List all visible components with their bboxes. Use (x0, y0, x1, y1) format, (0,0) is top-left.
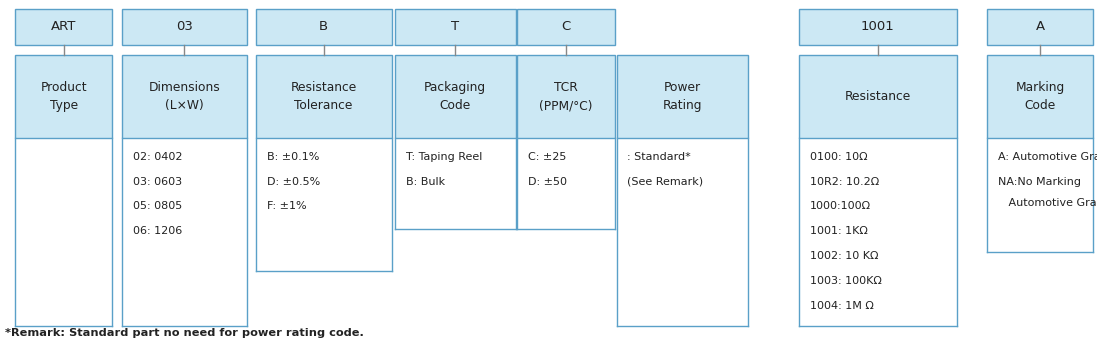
Text: *Remark: Standard part no need for power rating code.: *Remark: Standard part no need for power… (5, 328, 364, 338)
Text: 03: 03 (176, 20, 193, 33)
FancyBboxPatch shape (15, 9, 112, 45)
Text: 06: 1206: 06: 1206 (133, 226, 182, 236)
Text: D: ±0.5%: D: ±0.5% (267, 177, 320, 187)
Text: (See Remark): (See Remark) (627, 177, 703, 187)
FancyBboxPatch shape (799, 9, 957, 45)
Text: 1003: 100KΩ: 1003: 100KΩ (810, 276, 882, 286)
Text: 1004: 1M Ω: 1004: 1M Ω (810, 301, 873, 311)
Text: Packaging
Code: Packaging Code (425, 81, 486, 112)
Text: A: A (1036, 20, 1044, 33)
Text: B: Bulk: B: Bulk (406, 177, 445, 187)
Text: NA:No Marking: NA:No Marking (998, 177, 1082, 187)
Text: Resistance: Resistance (845, 90, 911, 103)
Text: T: Taping Reel: T: Taping Reel (406, 152, 483, 162)
Text: A: Automotive Grade: A: Automotive Grade (998, 152, 1097, 162)
FancyBboxPatch shape (517, 55, 615, 138)
Text: D: ±50: D: ±50 (528, 177, 567, 187)
Text: Automotive Grade: Automotive Grade (998, 198, 1097, 208)
Text: T: T (451, 20, 460, 33)
Text: 03: 0603: 03: 0603 (133, 177, 182, 187)
Text: 1001: 1KΩ: 1001: 1KΩ (810, 226, 868, 236)
Text: : Standard*: : Standard* (627, 152, 691, 162)
FancyBboxPatch shape (395, 9, 516, 45)
Text: 1002: 10 KΩ: 1002: 10 KΩ (810, 251, 878, 261)
Text: TCR
(PPM/°C): TCR (PPM/°C) (540, 81, 592, 112)
Text: B: ±0.1%: B: ±0.1% (267, 152, 319, 162)
FancyBboxPatch shape (122, 55, 247, 138)
Text: 0100: 10Ω: 0100: 10Ω (810, 152, 868, 162)
FancyBboxPatch shape (256, 55, 392, 138)
FancyBboxPatch shape (256, 9, 392, 45)
FancyBboxPatch shape (617, 55, 748, 138)
FancyBboxPatch shape (987, 55, 1093, 138)
Text: ART: ART (50, 20, 77, 33)
Text: Product
Type: Product Type (41, 81, 87, 112)
Text: Marking
Code: Marking Code (1016, 81, 1064, 112)
Text: F: ±1%: F: ±1% (267, 201, 306, 211)
Text: C: C (562, 20, 570, 33)
Text: Dimensions
(L×W): Dimensions (L×W) (148, 81, 220, 112)
Text: 10R2: 10.2Ω: 10R2: 10.2Ω (810, 177, 879, 187)
FancyBboxPatch shape (15, 55, 112, 138)
FancyBboxPatch shape (987, 9, 1093, 45)
Text: B: B (319, 20, 328, 33)
Text: 05: 0805: 05: 0805 (133, 201, 182, 211)
FancyBboxPatch shape (517, 9, 615, 45)
Text: 1001: 1001 (861, 20, 894, 33)
Text: Power
Rating: Power Rating (663, 81, 702, 112)
Text: Resistance
Tolerance: Resistance Tolerance (291, 81, 357, 112)
FancyBboxPatch shape (395, 55, 516, 138)
Text: 1000:100Ω: 1000:100Ω (810, 201, 871, 211)
Text: C: ±25: C: ±25 (528, 152, 566, 162)
Text: 02: 0402: 02: 0402 (133, 152, 182, 162)
FancyBboxPatch shape (122, 9, 247, 45)
FancyBboxPatch shape (799, 55, 957, 138)
